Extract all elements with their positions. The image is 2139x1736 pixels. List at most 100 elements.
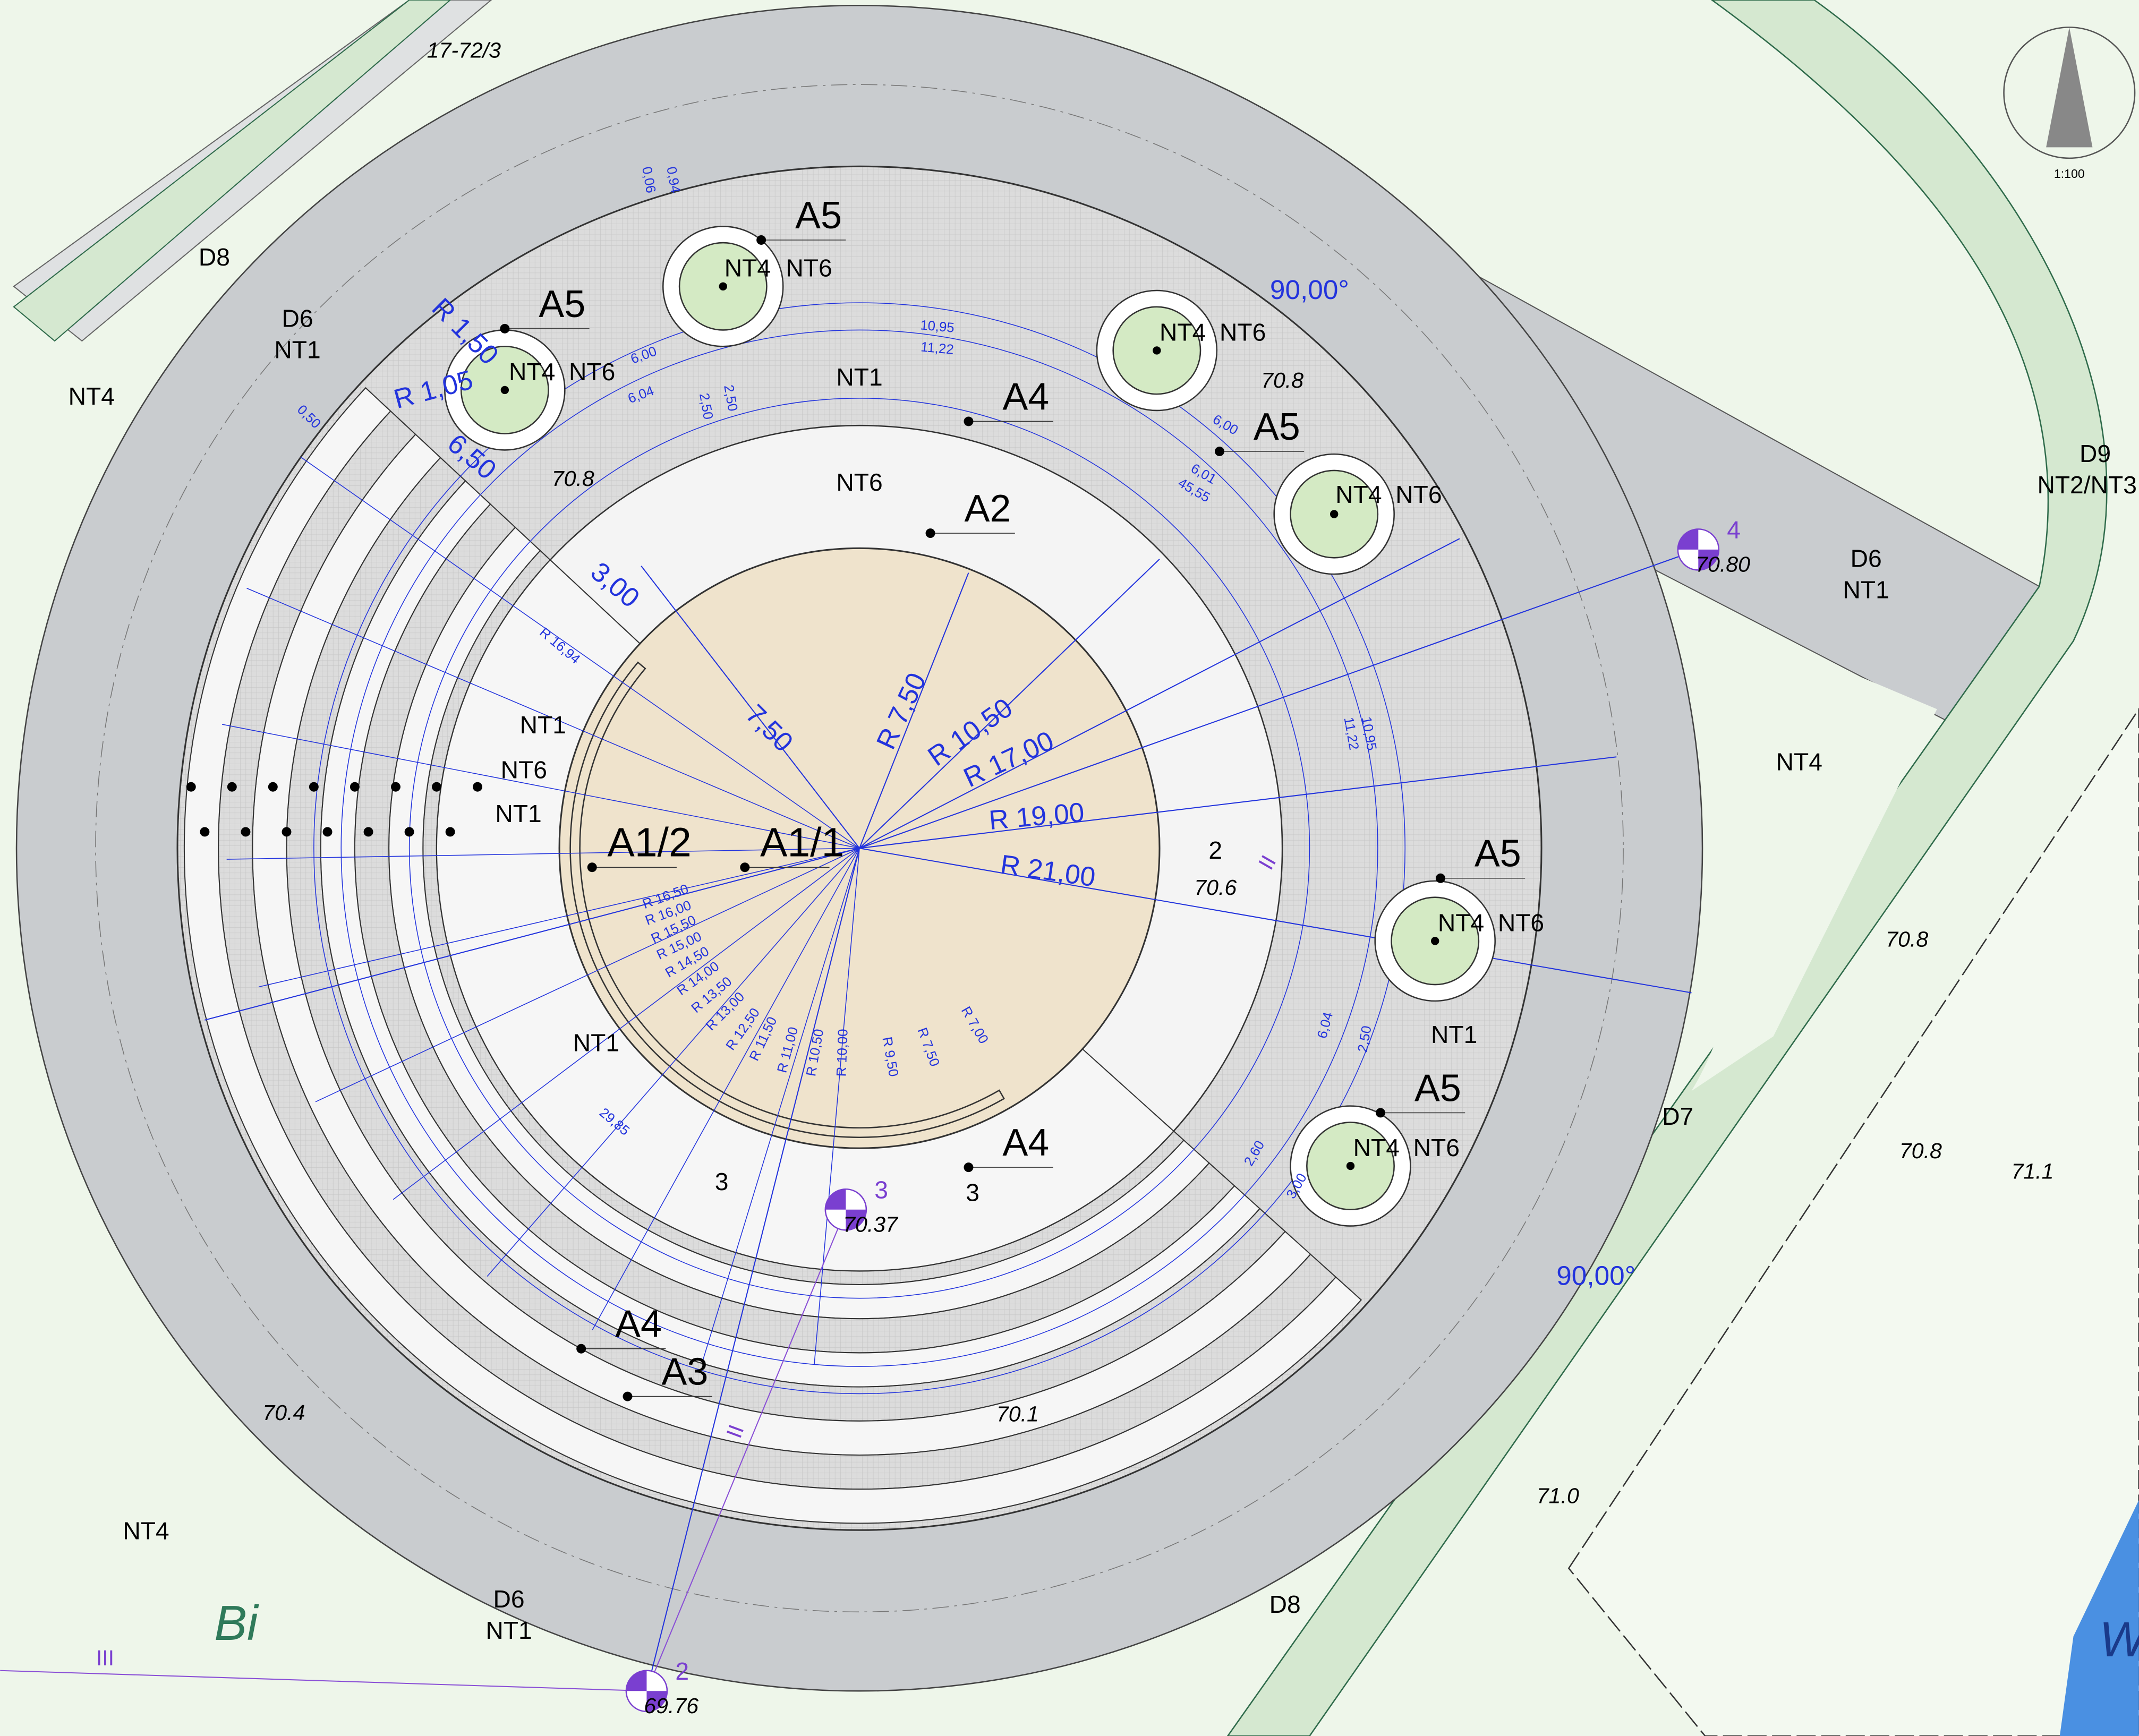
leader-dot — [740, 862, 749, 872]
tree-point — [1431, 937, 1439, 945]
elevation: 70.1 — [996, 1401, 1039, 1426]
material-label: NT1 — [495, 800, 541, 827]
tree-point — [1347, 1162, 1354, 1170]
district-label: W — [2099, 1612, 2139, 1667]
material-label: D6 — [493, 1585, 525, 1613]
leader-dot — [500, 324, 509, 333]
material-label: NT6 — [1413, 1134, 1460, 1161]
zone-label: A4 — [1002, 375, 1049, 418]
district-label: Bi — [214, 1595, 259, 1651]
leader-dot — [587, 862, 597, 872]
material-label: NT6 — [786, 254, 832, 282]
material-label: NT4 — [1776, 748, 1822, 775]
bollard — [282, 827, 292, 836]
dimension-label: 10,95 — [919, 318, 955, 335]
material-label: NT4 — [1438, 909, 1484, 936]
material-label: NT1 — [573, 1029, 619, 1056]
material-label: NT1 — [520, 711, 566, 739]
bollard — [391, 782, 400, 792]
material-label: D8 — [199, 243, 230, 271]
leader-dot — [926, 528, 935, 538]
material-label: 2 — [1208, 836, 1222, 864]
material-label: D8 — [1269, 1590, 1301, 1618]
leader-dot — [623, 1392, 632, 1401]
bollard — [241, 827, 250, 836]
material-label: NT4 — [69, 382, 115, 410]
section-mark: III — [96, 1646, 114, 1670]
elevation: 70.8 — [1899, 1139, 1942, 1163]
bollard — [186, 782, 196, 792]
material-label: NT4 — [123, 1517, 169, 1545]
survey-elevation: 70.37 — [843, 1212, 899, 1236]
material-label: NT6 — [1220, 318, 1266, 346]
material-label: NT1 — [485, 1617, 532, 1644]
bollard — [309, 782, 319, 792]
material-label: NT4 — [509, 358, 555, 386]
tree-point — [1153, 346, 1161, 354]
bollard — [473, 782, 482, 792]
elevation: 70.4 — [262, 1400, 305, 1425]
leader-dot — [576, 1344, 586, 1354]
material-label: 3 — [715, 1168, 729, 1195]
dimension-label: 11,22 — [920, 340, 955, 357]
material-label: D9 — [2080, 440, 2111, 467]
leader-dot — [1215, 447, 1224, 456]
material-label: NT6 — [501, 756, 547, 784]
zone-label: A2 — [964, 488, 1011, 530]
tree-point — [719, 283, 727, 290]
bollard — [364, 827, 373, 836]
leader-dot — [1376, 1108, 1385, 1117]
material-label: D7 — [1662, 1102, 1693, 1130]
scale: 1:100 — [2054, 167, 2085, 181]
tree-point — [501, 386, 509, 394]
material-label: NT1 — [1431, 1021, 1477, 1048]
zone-label: A5 — [1414, 1067, 1461, 1109]
elevation: 70.8 — [1886, 927, 1928, 952]
zone-label: A1/2 — [607, 819, 691, 865]
zone-label: A4 — [1002, 1122, 1049, 1164]
survey-elevation: 69.76 — [644, 1694, 698, 1718]
dimension-label: 90,00° — [1270, 275, 1349, 305]
zone-label: A1/1 — [760, 819, 844, 865]
survey-number: 3 — [874, 1176, 888, 1204]
zone-label: A5 — [539, 283, 585, 326]
elevation: 70.8 — [1261, 368, 1303, 392]
elevation: 70.6 — [1194, 875, 1237, 900]
sheet-number: 17-72/3 — [427, 38, 501, 62]
material-label: D6 — [282, 305, 313, 332]
material-label: NT4 — [1335, 481, 1382, 508]
bollard — [350, 782, 360, 792]
zone-label: A5 — [1475, 833, 1521, 875]
material-label: NT6 — [836, 468, 882, 496]
survey-elevation: 70.80 — [1695, 552, 1750, 577]
material-label: D6 — [1851, 545, 1882, 572]
bollard — [200, 827, 209, 836]
dimension-label: 90,00° — [1556, 1261, 1635, 1291]
bollard — [268, 782, 278, 792]
tree-point — [1330, 510, 1338, 518]
dimension-label: R 10,00 — [834, 1029, 850, 1077]
material-label: NT6 — [1498, 909, 1544, 936]
material-label: NT4 — [1160, 318, 1206, 346]
bollard — [432, 782, 441, 792]
survey-number: 2 — [675, 1657, 689, 1685]
material-label: NT6 — [1395, 481, 1442, 508]
site-plan: 1:10017-72/3A5A5A5A5A5A4A2A1/2A1/1A4A4A3… — [0, 0, 2139, 1736]
bollard — [227, 782, 237, 792]
material-label: 3 — [966, 1179, 979, 1207]
material-label: NT1 — [836, 363, 882, 391]
zone-label: A5 — [1254, 406, 1300, 448]
bollard — [323, 827, 333, 836]
elevation: 71.0 — [1537, 1483, 1579, 1508]
bollard — [446, 827, 455, 836]
material-label: NT6 — [569, 358, 615, 386]
bollard — [405, 827, 414, 836]
material-label: NT4 — [1353, 1134, 1400, 1161]
zone-label: A4 — [615, 1303, 662, 1346]
elevation: 71.1 — [2011, 1159, 2053, 1183]
leader-dot — [1436, 874, 1445, 883]
zone-label: A5 — [795, 194, 842, 237]
material-label: NT2/NT3 — [2037, 471, 2136, 499]
leader-dot — [964, 1162, 973, 1172]
survey-number: 4 — [1727, 516, 1741, 544]
